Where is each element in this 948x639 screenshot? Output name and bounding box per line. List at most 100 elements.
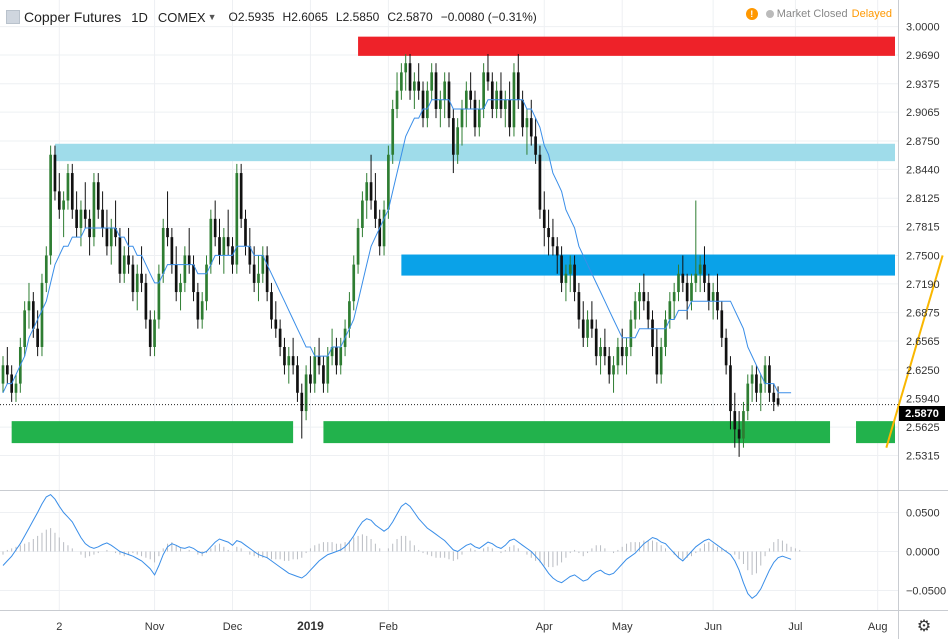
candle-body — [681, 273, 685, 283]
candle-body — [477, 108, 481, 128]
candle-body — [200, 301, 204, 320]
candle-body — [503, 99, 507, 109]
candle-body — [105, 227, 109, 247]
candle-body — [581, 319, 585, 338]
open-value: O2.5935 — [228, 10, 275, 24]
market-closed-label: Market Closed — [776, 8, 848, 20]
candle-body — [205, 264, 208, 302]
candle-body — [421, 90, 425, 119]
price-tick-label: 2.5315 — [906, 450, 940, 462]
candle-body — [417, 81, 421, 91]
candle-body — [222, 237, 226, 256]
candle-body — [365, 182, 369, 201]
osc-tick-label: 0.0500 — [906, 508, 940, 520]
delayed-label[interactable]: Delayed — [851, 8, 892, 20]
candle-body — [44, 255, 48, 283]
high-value: H2.6065 — [282, 10, 328, 24]
candle-body — [642, 292, 646, 302]
candle-body — [287, 356, 291, 366]
price-tick-label: 2.9375 — [906, 79, 940, 91]
candle-body — [252, 264, 256, 283]
candle-body — [620, 346, 624, 357]
candle-body — [66, 173, 70, 201]
candle-body — [257, 273, 260, 283]
candle-body — [213, 218, 217, 238]
zone-green[interactable] — [856, 421, 895, 444]
candle-body — [768, 365, 771, 393]
zone-green[interactable] — [323, 421, 831, 444]
candle-body — [655, 346, 659, 375]
price-tick-label: 2.5625 — [906, 422, 940, 434]
candle-body — [83, 209, 87, 219]
candle-body — [118, 237, 122, 274]
candle-body — [551, 237, 555, 247]
candle-body — [664, 319, 667, 347]
candle-body — [335, 346, 338, 366]
candle-body — [261, 255, 265, 274]
candle-body — [378, 218, 382, 247]
candle-body — [187, 255, 191, 265]
symbol-name[interactable]: Copper Futures — [24, 9, 122, 25]
candle-body — [170, 237, 174, 265]
candle-body — [534, 136, 537, 155]
candle-body — [703, 264, 706, 283]
chevron-down-icon[interactable]: ▼ — [207, 12, 217, 22]
candle-body — [763, 365, 767, 384]
candle-body — [270, 292, 273, 320]
candle-body — [140, 273, 143, 283]
candle-body — [525, 118, 529, 128]
market-status-dot — [765, 10, 774, 18]
candle-body — [174, 264, 178, 293]
symbol-marker-icon — [6, 10, 20, 24]
candle-body — [599, 346, 602, 357]
exchange-label[interactable]: COMEX — [157, 9, 206, 25]
candle-body — [304, 374, 308, 412]
close-value: C2.5870 — [387, 10, 433, 24]
candle-body — [1, 365, 5, 384]
candle-body — [646, 301, 650, 320]
candle-body — [469, 90, 472, 100]
candle-body — [127, 255, 130, 265]
candle-body — [265, 255, 269, 293]
price-tick-label: 2.9065 — [906, 107, 940, 119]
candle-body — [430, 72, 434, 91]
candle-body — [742, 411, 745, 439]
candle-body — [413, 81, 416, 91]
candle-body — [603, 346, 607, 357]
candle-body — [148, 319, 152, 347]
candle-body — [711, 292, 715, 302]
zone-red[interactable] — [358, 36, 895, 56]
time-tick-label: 2019 — [297, 619, 324, 633]
osc-line — [2, 493, 792, 599]
candle-body — [322, 365, 325, 384]
time-tick-label: Feb — [379, 621, 398, 633]
candle-body — [23, 310, 26, 347]
market-status: ! Market Closed Delayed — [745, 8, 892, 20]
candle-body — [707, 282, 711, 302]
settings-icon[interactable]: ⚙ — [916, 618, 932, 635]
price-tick-label: 2.6565 — [906, 336, 940, 348]
trendline[interactable] — [885, 255, 944, 448]
zone-green[interactable] — [11, 421, 294, 444]
candle-body — [283, 346, 286, 366]
candle-body — [291, 356, 295, 366]
zone-blue[interactable] — [401, 254, 895, 276]
candle-body — [192, 264, 195, 293]
candle-body — [616, 346, 620, 366]
candle-body — [317, 356, 321, 366]
osc-tick-label: 0.0000 — [906, 547, 940, 559]
candle-body — [330, 346, 334, 357]
zone-lightblue[interactable] — [54, 143, 895, 162]
candle-body — [568, 264, 572, 274]
candle-body — [296, 365, 299, 393]
candle-body — [339, 346, 343, 366]
price-tick-label: 2.7500 — [906, 250, 940, 262]
info-icon[interactable]: ! — [745, 8, 758, 20]
candle-body — [590, 319, 594, 329]
axes: 3.0000 2.9690 2.9375 2.9065 2.8750 2.8440 2.81… — [56, 22, 946, 633]
candle-body — [218, 237, 221, 256]
candle-body — [677, 273, 680, 293]
candle-body — [776, 398, 780, 405]
timeframe-label[interactable]: 1D — [131, 9, 148, 25]
